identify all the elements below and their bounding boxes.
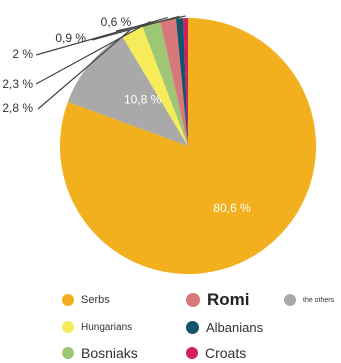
legend: Serbs Romi the others Hungarians Albanians Bo… xyxy=(0,286,341,363)
legend-swatch-hungarians xyxy=(62,321,74,333)
pie-slice-romi xyxy=(160,18,188,146)
data-label-bosniaks: 2,3 % xyxy=(2,77,33,91)
data-label-the-others: 10,8 % xyxy=(124,93,162,107)
legend-label-romi: Romi xyxy=(207,290,250,309)
data-label-hungarians: 2,8 % xyxy=(2,101,33,115)
pie-slice-the-others xyxy=(67,36,188,146)
legend-swatch-bosniaks xyxy=(62,347,74,359)
pie-slice-albanians xyxy=(175,18,188,147)
legend-item-the-others: the others xyxy=(284,291,334,309)
pie-chart: 80,6 % 10,8 % 0,6 % 0,9 % 2 % 2,3 % 2,8 % xyxy=(2,15,316,274)
legend-label-the-others: the others xyxy=(303,296,335,304)
legend-swatch-croats xyxy=(186,347,198,359)
legend-swatch-romi xyxy=(186,293,200,307)
pie-slice-bosniaks xyxy=(142,21,188,146)
legend-label-bosniaks: Bosniaks xyxy=(81,345,138,361)
legend-item-croats: Croats xyxy=(186,344,246,362)
legend-swatch-the-others xyxy=(284,294,296,306)
legend-item-romi: Romi xyxy=(186,290,250,309)
pie-slice-hungarians xyxy=(122,26,188,146)
leader-line-albanians xyxy=(91,15,180,41)
pie-slice-croats xyxy=(183,18,188,146)
legend-item-serbs: Serbs xyxy=(62,291,110,309)
legend-item-bosniaks: Bosniaks xyxy=(62,344,138,362)
data-label-romi: 2 % xyxy=(12,47,33,61)
legend-swatch-albanians xyxy=(186,320,199,334)
legend-swatch-serbs xyxy=(62,294,74,306)
leader-line-hungarians xyxy=(37,28,132,110)
legend-label-hungarians: Hungarians xyxy=(81,321,133,333)
legend-label-croats: Croats xyxy=(205,345,247,361)
data-label-croats: 0,6 % xyxy=(101,15,132,29)
legend-item-albanians: Albanians xyxy=(186,318,263,336)
legend-label-serbs: Serbs xyxy=(81,294,110,306)
legend-label-albanians: Albanians xyxy=(206,319,264,335)
legend-item-hungarians: Hungarians xyxy=(62,318,132,336)
leader-line-bosniaks xyxy=(35,20,151,85)
data-label-albanians: 0,9 % xyxy=(55,31,86,45)
data-label-serbs: 80,6 % xyxy=(213,201,251,215)
pie-slice-serbs xyxy=(59,18,316,274)
